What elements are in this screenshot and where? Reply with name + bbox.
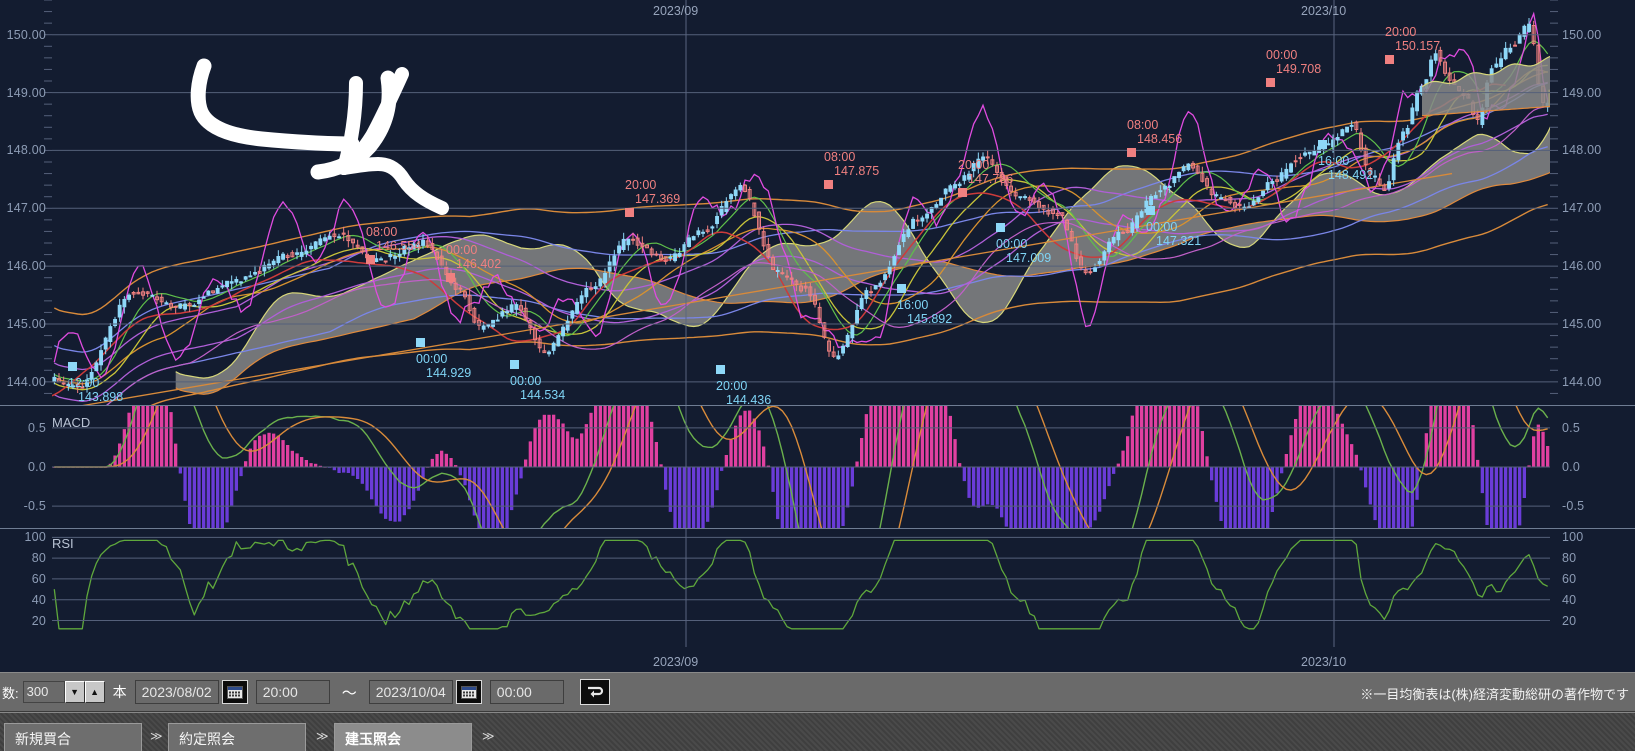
rsi-panel[interactable]: RSI 100 100 80 80 60 60 40 40 20 20 — [0, 528, 1635, 633]
date-header-label: 2023/10 — [1301, 4, 1347, 18]
swing-marker — [996, 223, 1005, 232]
price-ytick-right: 150.00 — [1562, 27, 1602, 42]
tab-separator-icon: ≫ — [482, 729, 495, 743]
date-footer-label: 2023/09 — [653, 655, 699, 669]
macd-ytick-right: 0.0 — [1562, 460, 1580, 474]
rsi-ytick-right: 60 — [1562, 571, 1577, 586]
macd-ytick-left: 0.5 — [28, 420, 46, 435]
rsi-ytick-right: 40 — [1562, 592, 1577, 607]
price-ytick-left: 146.00 — [6, 259, 46, 274]
price-ytick-right: 149.00 — [1562, 85, 1602, 100]
swing-marker — [1385, 55, 1394, 64]
reload-button[interactable] — [579, 679, 610, 705]
order-tab[interactable]: 約定照会 — [168, 723, 306, 751]
rsi-series-layer — [53, 539, 1548, 630]
price-panel[interactable]: 150.00 150.00 149.00 149.00 148.00 148.00 147.… — [0, 0, 1635, 407]
date-header-label: 2023/09 — [653, 4, 699, 18]
stepper-down-icon[interactable]: ▼ — [64, 681, 85, 703]
bar-count-input[interactable]: 300 — [22, 681, 65, 703]
end-time-input[interactable]: 00:00 — [489, 680, 564, 704]
macd-series-layer — [52, 406, 1550, 528]
macd-ytick-right: -0.5 — [1562, 499, 1585, 514]
price-axis-layer — [44, 0, 1558, 405]
rsi-ytick-right: 20 — [1562, 613, 1577, 628]
rsi-indicator-label: RSI — [52, 536, 74, 551]
rsi-ytick-right: 80 — [1562, 551, 1577, 566]
price-ytick-left: 150.00 — [6, 27, 46, 42]
swing-marker — [897, 284, 906, 293]
calendar-glyph — [460, 685, 477, 699]
swing-marker — [510, 360, 519, 369]
macd-plot-area[interactable] — [52, 406, 1550, 528]
rsi-ytick-left: 60 — [31, 571, 46, 586]
bar-count-stepper[interactable]: ▼ ▲ — [64, 681, 105, 703]
price-ytick-left: 144.00 — [6, 374, 46, 389]
price-plot-area[interactable] — [52, 0, 1550, 405]
order-tab[interactable]: 新規買合 — [4, 723, 142, 751]
start-time-input[interactable]: 20:00 — [255, 680, 330, 704]
swing-marker — [446, 273, 455, 282]
price-ytick-right: 144.00 — [1562, 374, 1602, 389]
swing-marker — [625, 208, 634, 217]
rsi-ytick-left: 80 — [31, 551, 46, 566]
swing-marker — [716, 365, 725, 374]
price-ytick-left: 145.00 — [6, 317, 46, 331]
swing-marker — [366, 255, 375, 264]
start-date-input[interactable]: 2023/08/02 — [134, 680, 219, 704]
swing-marker — [68, 362, 77, 371]
swing-marker — [958, 188, 967, 197]
price-ytick-left: 149.00 — [6, 85, 46, 100]
rsi-ytick-left: 100 — [24, 530, 46, 545]
tab-separator-icon: ≫ — [150, 729, 163, 743]
price-ytick-right: 145.00 — [1562, 317, 1602, 331]
end-date-input[interactable]: 2023/10/04 — [368, 680, 453, 704]
swing-marker — [1318, 140, 1327, 149]
tab-separator-icon: ≫ — [316, 729, 329, 743]
time-axis-panel: 2023/09 2023/10 — [0, 633, 1635, 672]
swing-marker — [1127, 148, 1136, 157]
time-axis-ticks — [685, 633, 1335, 647]
macd-ytick-left: 0.0 — [28, 460, 46, 474]
price-ytick-left: 147.00 — [6, 201, 46, 216]
macd-ytick-left: -0.5 — [23, 499, 46, 514]
macd-indicator-label: MACD — [52, 415, 91, 430]
swing-marker — [824, 180, 833, 189]
swing-marker — [416, 338, 425, 347]
rsi-ytick-left: 40 — [31, 592, 46, 607]
chart-settings-toolbar[interactable]: 数: 300 ▼ ▲ 本 2023/08/02 20:00 ～ 2023/10/… — [0, 672, 1635, 712]
price-ytick-right: 148.00 — [1562, 143, 1602, 158]
order-tab-strip[interactable]: 新規買合 約定照会 建玉照会 ≫ ≫ ≫ — [0, 712, 1635, 751]
reload-icon — [587, 686, 603, 698]
range-separator: ～ — [341, 684, 357, 702]
price-ytick-right: 147.00 — [1562, 201, 1602, 216]
rsi-ytick-left: 20 — [31, 613, 46, 628]
end-date-calendar-icon[interactable] — [455, 680, 482, 704]
calendar-glyph — [226, 685, 243, 699]
macd-panel[interactable]: MACD 0.5 0.5 0.0 0.0 -0.5 -0.5 — [0, 405, 1635, 528]
chart-stack[interactable]: 150.00 150.00 149.00 149.00 148.00 148.00 147.… — [0, 0, 1635, 672]
price-series-layer — [52, 11, 1550, 405]
order-tab[interactable]: 建玉照会 — [334, 723, 472, 751]
rsi-ytick-right: 100 — [1562, 530, 1584, 545]
count-unit-label: 本 — [112, 684, 127, 700]
rsi-plot-area[interactable] — [52, 529, 1550, 633]
count-label: 数: — [2, 685, 19, 701]
copyright-notice: ※一目均衡表は(株)経済変動総研の著作物です — [1360, 686, 1629, 702]
swing-marker — [1146, 206, 1155, 215]
stepper-up-icon[interactable]: ▲ — [84, 681, 105, 703]
date-footer-label: 2023/10 — [1301, 655, 1347, 669]
price-ytick-right: 146.00 — [1562, 259, 1602, 274]
swing-marker — [1266, 78, 1275, 87]
price-ytick-left: 148.00 — [6, 143, 46, 158]
rsi-axis-layer — [52, 529, 1550, 633]
macd-axis-layer — [52, 406, 1550, 528]
start-date-calendar-icon[interactable] — [221, 680, 248, 704]
macd-ytick-right: 0.5 — [1562, 420, 1580, 435]
